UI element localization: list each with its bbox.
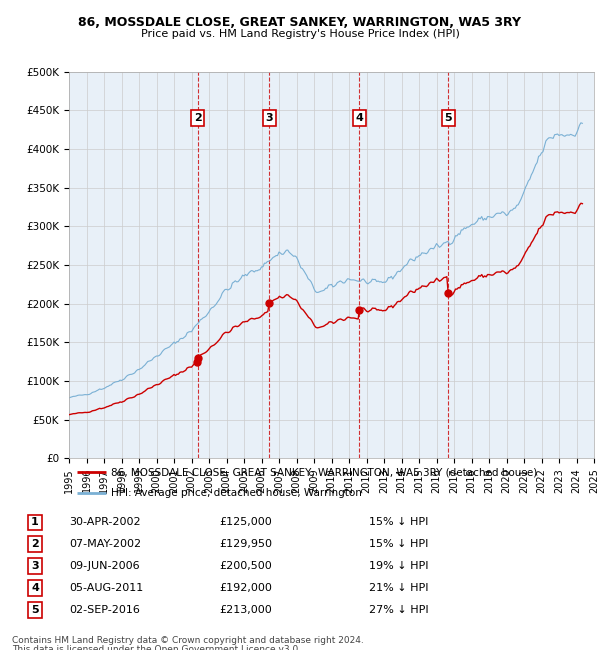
Text: 86, MOSSDALE CLOSE, GREAT SANKEY, WARRINGTON, WA5 3RY: 86, MOSSDALE CLOSE, GREAT SANKEY, WARRIN… [79, 16, 521, 29]
Text: 19% ↓ HPI: 19% ↓ HPI [369, 561, 428, 571]
Text: 3: 3 [265, 113, 273, 123]
Text: HPI: Average price, detached house, Warrington: HPI: Average price, detached house, Warr… [111, 488, 362, 498]
Text: Price paid vs. HM Land Registry's House Price Index (HPI): Price paid vs. HM Land Registry's House … [140, 29, 460, 39]
Text: £192,000: £192,000 [220, 583, 272, 593]
Text: 5: 5 [31, 604, 39, 615]
Text: 2: 2 [31, 539, 39, 549]
Text: This data is licensed under the Open Government Licence v3.0.: This data is licensed under the Open Gov… [12, 645, 301, 650]
Text: Contains HM Land Registry data © Crown copyright and database right 2024.: Contains HM Land Registry data © Crown c… [12, 636, 364, 645]
Text: 4: 4 [355, 113, 363, 123]
Text: £200,500: £200,500 [220, 561, 272, 571]
Text: 27% ↓ HPI: 27% ↓ HPI [369, 604, 429, 615]
Text: 4: 4 [31, 583, 39, 593]
Text: 30-APR-2002: 30-APR-2002 [70, 517, 141, 527]
Text: 09-JUN-2006: 09-JUN-2006 [70, 561, 140, 571]
Text: 3: 3 [31, 561, 39, 571]
Text: £213,000: £213,000 [220, 604, 272, 615]
Text: 1: 1 [31, 517, 39, 527]
Text: 07-MAY-2002: 07-MAY-2002 [70, 539, 142, 549]
Text: 15% ↓ HPI: 15% ↓ HPI [369, 539, 428, 549]
Text: 02-SEP-2016: 02-SEP-2016 [70, 604, 140, 615]
Text: 05-AUG-2011: 05-AUG-2011 [70, 583, 144, 593]
Text: 5: 5 [445, 113, 452, 123]
Text: £125,000: £125,000 [220, 517, 272, 527]
Text: £129,950: £129,950 [220, 539, 272, 549]
Text: 21% ↓ HPI: 21% ↓ HPI [369, 583, 428, 593]
Text: 15% ↓ HPI: 15% ↓ HPI [369, 517, 428, 527]
Text: 2: 2 [194, 113, 202, 123]
Text: 86, MOSSDALE CLOSE, GREAT SANKEY, WARRINGTON, WA5 3RY (detached house): 86, MOSSDALE CLOSE, GREAT SANKEY, WARRIN… [111, 467, 537, 477]
